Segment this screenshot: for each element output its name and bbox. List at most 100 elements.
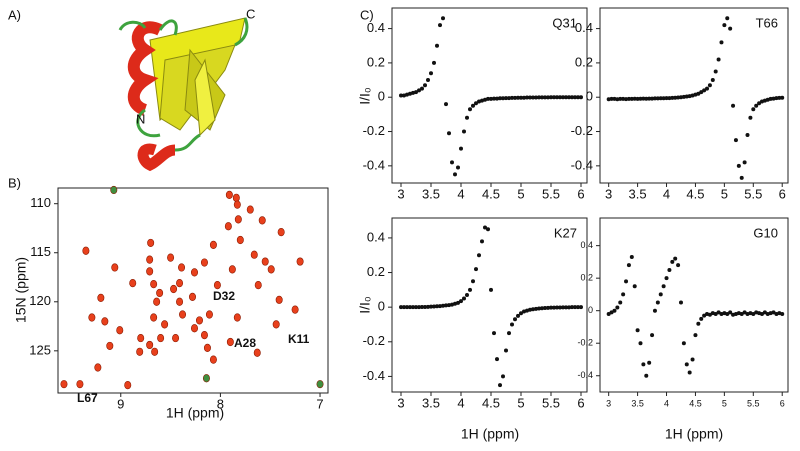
plot-frame (391, 7, 588, 184)
peak (153, 297, 161, 306)
x-tick-label: 4 (457, 186, 464, 201)
data-point (754, 103, 759, 108)
plot-frame (57, 187, 329, 394)
data-point (507, 331, 511, 336)
protein-cartoon: C N (118, 6, 255, 172)
data-point (725, 16, 730, 21)
x-tick-label: 5 (517, 395, 524, 410)
peak (190, 268, 198, 277)
data-point (670, 95, 675, 100)
data-point (471, 103, 475, 108)
data-point (621, 96, 626, 101)
peak (275, 295, 283, 304)
peak (232, 193, 240, 202)
data-point (438, 23, 442, 28)
data-point (414, 305, 418, 310)
data-point (561, 305, 565, 310)
x-tick-label: 3 (397, 395, 404, 410)
data-point (742, 160, 747, 165)
x-tick-label: 3 (397, 186, 404, 201)
data-point (558, 305, 562, 310)
data-point (676, 95, 681, 100)
data-point (450, 160, 454, 165)
plot-title: T66 (756, 15, 778, 30)
data-point (667, 96, 672, 101)
y-tick-label: 115 (30, 244, 51, 259)
peak (213, 281, 221, 290)
peak (277, 228, 285, 237)
data-point (667, 268, 672, 273)
peak (172, 333, 180, 343)
peak (116, 326, 124, 335)
data-point (699, 316, 704, 321)
data-point (650, 333, 655, 338)
data-point (681, 341, 686, 346)
data-point (492, 96, 496, 101)
data-point (635, 96, 640, 101)
data-point (696, 321, 701, 326)
data-point (661, 284, 666, 289)
peak (97, 293, 105, 302)
y-tick-label: 0 (588, 305, 593, 315)
data-point (567, 305, 571, 310)
peak (261, 257, 269, 266)
peak (176, 279, 184, 288)
data-point (626, 96, 631, 101)
data-point (516, 313, 520, 318)
x-tick-label: 3.5 (629, 186, 647, 201)
panel-label: C) (360, 7, 374, 22)
data-point (579, 305, 583, 310)
peak (150, 280, 158, 289)
data-point (612, 308, 617, 313)
y-axis-label: I/I₀ (357, 296, 373, 314)
data-point (522, 95, 526, 100)
peak (209, 240, 217, 249)
peak (60, 380, 68, 389)
data-point (498, 383, 502, 388)
data-point (444, 303, 448, 308)
x-axis-label: 1H (ppm) (166, 405, 224, 421)
peak (233, 200, 241, 209)
data-point (546, 305, 550, 310)
data-point (780, 95, 785, 100)
x-tick-label: 6 (577, 186, 584, 201)
y-tick-label: 125 (29, 342, 51, 357)
terminus-label: C (246, 6, 255, 21)
data-point (468, 287, 472, 292)
data-point (678, 300, 683, 305)
peak (146, 255, 154, 264)
data-point (495, 96, 499, 101)
data-point (684, 362, 689, 367)
y-tick-label: -0.2 (571, 123, 593, 138)
peak (209, 355, 217, 364)
data-point (459, 299, 463, 304)
peak (224, 222, 232, 231)
data-point (399, 93, 403, 98)
data-point (402, 305, 406, 310)
data-point (501, 96, 505, 101)
peak (146, 267, 154, 276)
data-point (676, 263, 681, 268)
peak (76, 380, 84, 389)
peak (246, 205, 254, 214)
data-point (408, 305, 412, 310)
data-point (635, 328, 640, 333)
data-point (673, 256, 678, 261)
data-point (632, 96, 637, 101)
data-point (719, 40, 724, 45)
data-point (641, 362, 646, 367)
x-tick-label: 5 (721, 186, 728, 201)
data-point (664, 96, 669, 101)
x-tick-label: 5.5 (744, 186, 762, 201)
x-tick-label: 5.5 (747, 398, 760, 408)
data-point (498, 96, 502, 101)
data-point (528, 307, 532, 312)
data-point (486, 96, 490, 101)
plot-title: G10 (753, 225, 778, 240)
data-point (480, 98, 484, 103)
data-point (429, 304, 433, 309)
peak (150, 313, 158, 322)
data-point (561, 95, 565, 100)
x-tick-label: 3 (605, 186, 612, 201)
